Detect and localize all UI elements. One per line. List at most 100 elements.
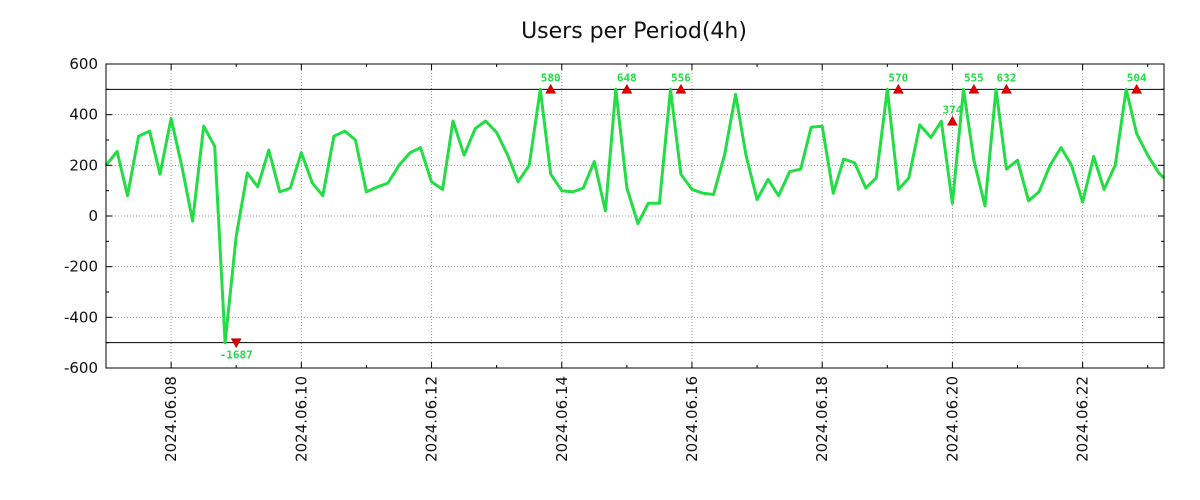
y-tick-label: 0 [88, 207, 98, 225]
data-point [506, 154, 509, 156]
data-point [865, 187, 867, 189]
data-point [224, 341, 226, 344]
data-point [637, 222, 639, 225]
peak-label: 374 [942, 103, 962, 116]
data-point [1016, 159, 1019, 162]
data-point [419, 146, 422, 149]
y-tick-label: 400 [69, 106, 98, 124]
data-point [940, 120, 943, 123]
data-point [452, 120, 454, 122]
data-point [235, 235, 238, 238]
data-point [1146, 154, 1149, 156]
x-tick-label: 2024.06.12 [423, 376, 441, 462]
data-point [897, 188, 900, 191]
data-point [322, 194, 324, 197]
data-point [213, 145, 216, 148]
data-point [604, 210, 607, 212]
data-point [572, 191, 574, 193]
data-point [821, 125, 823, 127]
peak-marker [892, 83, 904, 94]
data-point [191, 220, 194, 222]
y-tick-label: 600 [69, 55, 98, 73]
data-point [474, 127, 476, 130]
data-point [528, 164, 530, 167]
data-point [484, 120, 487, 122]
data-point [311, 182, 314, 184]
data-point [788, 170, 791, 173]
data-point [799, 168, 802, 170]
data-point [658, 202, 661, 205]
peak-label: -1687 [220, 349, 253, 362]
data-point [842, 158, 845, 160]
data-point [126, 194, 129, 197]
peak-marker [230, 338, 242, 349]
data-point [756, 198, 758, 201]
data-point [387, 182, 389, 184]
x-tick-label: 2024.06.20 [943, 376, 961, 462]
data-point [409, 151, 411, 154]
data-point [614, 88, 617, 91]
data-point [246, 172, 249, 174]
data-point [398, 164, 400, 167]
data-point [354, 139, 357, 141]
data-point [669, 88, 672, 91]
data-point [256, 186, 259, 188]
data-point [463, 154, 465, 156]
data-point [647, 202, 650, 205]
y-tick-label: -600 [64, 359, 98, 377]
series-line [104, 87, 1166, 345]
data-point [170, 117, 172, 120]
data-point [181, 167, 183, 169]
data-point [1125, 88, 1128, 91]
data-point [691, 188, 693, 191]
data-point [1081, 201, 1084, 203]
data-point [137, 135, 140, 137]
data-point [344, 130, 346, 132]
x-tick-label: 2024.06.18 [813, 376, 831, 462]
data-point [712, 193, 715, 196]
data-point [745, 154, 747, 156]
data-point [289, 187, 292, 189]
data-point [441, 188, 444, 191]
data-point [148, 130, 151, 132]
data-point [1049, 164, 1051, 167]
marker-layer: -1687 580 648 556 570 374 555 632 504 [220, 71, 1147, 361]
data-point [832, 192, 835, 194]
y-tick-label: -200 [64, 258, 98, 276]
data-point [267, 149, 270, 151]
data-point [1005, 168, 1008, 170]
data-point [680, 173, 682, 175]
data-point [951, 202, 954, 205]
data-point [907, 177, 910, 179]
data-point [875, 177, 878, 179]
peak-marker [675, 83, 687, 94]
data-point [159, 173, 161, 175]
series-layer [104, 87, 1166, 345]
data-point [919, 124, 921, 126]
plot-frame [105, 63, 1165, 369]
data-point [702, 192, 704, 194]
data-point [962, 88, 965, 91]
axis-layer: 600 400 200 0 -200 -400 -600 2024.06.08 2024.06.… [64, 55, 1164, 462]
peak-marker [968, 83, 980, 94]
x-tick-label: 2024.06.22 [1074, 376, 1092, 462]
peak-label: 555 [964, 71, 984, 84]
data-point [930, 136, 932, 139]
data-point [1027, 200, 1030, 202]
data-point [810, 126, 812, 129]
data-point [549, 173, 552, 175]
data-point [495, 131, 498, 134]
x-tick-label: 2024.06.10 [292, 376, 310, 462]
peak-marker [1001, 83, 1012, 94]
data-point [365, 191, 368, 193]
data-point [1157, 172, 1160, 174]
peak-marker [1131, 83, 1143, 94]
data-point [984, 205, 986, 207]
peak-marker [946, 115, 958, 126]
data-point [1114, 164, 1116, 167]
data-point [626, 187, 628, 189]
data-point [560, 189, 563, 192]
data-point [734, 93, 737, 96]
data-point [767, 178, 769, 181]
